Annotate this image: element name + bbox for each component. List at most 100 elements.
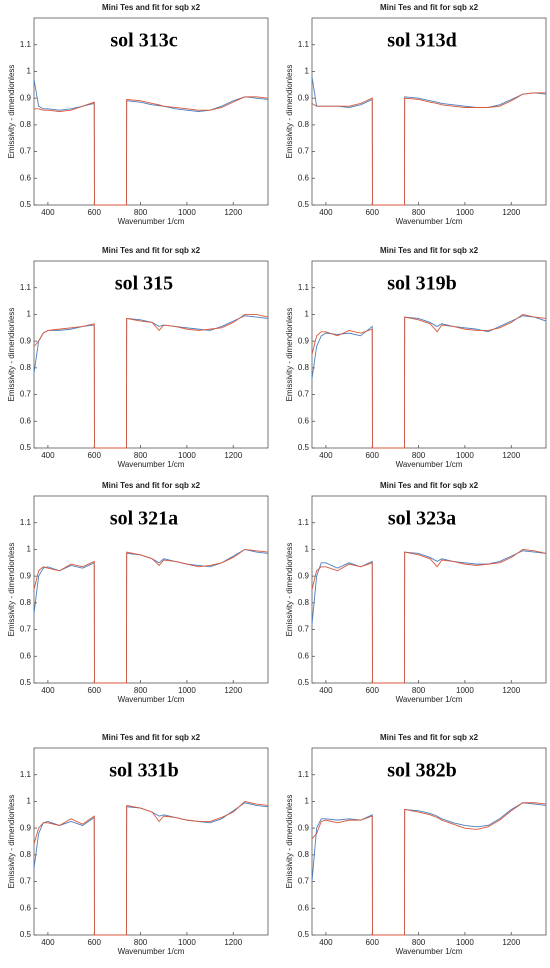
chart-title: Mini Tes and fit for sqb x2 — [102, 3, 201, 12]
y-tick-label: 0.8 — [20, 120, 32, 129]
x-axis-label: Wavenumber 1/cm — [118, 947, 185, 956]
chart-title: Mini Tes and fit for sqb x2 — [380, 733, 479, 742]
x-tick-label: 400 — [41, 208, 55, 217]
y-tick-label: 0.9 — [298, 93, 310, 102]
y-tick-label: 0.5 — [20, 200, 32, 209]
y-axis-label: Emissivity - dimendionless — [7, 308, 16, 402]
y-tick-label: 0.6 — [298, 416, 310, 425]
x-tick-label: 800 — [412, 938, 426, 947]
series-line — [311, 802, 547, 936]
y-tick-label: 0.8 — [298, 850, 310, 859]
y-tick-label: 0.6 — [20, 903, 32, 912]
y-axis-label: Emissivity - dimendionless — [285, 308, 294, 402]
x-tick-label: 600 — [88, 938, 102, 947]
series-line — [34, 96, 269, 206]
y-tick-label: 0.8 — [20, 363, 32, 372]
x-tick-label: 600 — [366, 451, 380, 460]
x-tick-label: 600 — [88, 208, 102, 217]
series-line — [311, 92, 546, 206]
x-tick-label: 400 — [319, 938, 333, 947]
y-tick-label: 0.6 — [298, 903, 310, 912]
y-axis-label: Emissivity - dimendionless — [7, 795, 16, 889]
y-axis-label: Emissivity - dimendionless — [7, 543, 16, 637]
x-tick-label: 400 — [319, 451, 333, 460]
x-tick-label: 600 — [88, 451, 102, 460]
series-line — [33, 548, 269, 684]
y-tick-label: 0.5 — [20, 930, 32, 939]
series-line — [33, 800, 269, 936]
y-tick-label: 0.9 — [298, 336, 310, 345]
plot-frame — [33, 17, 269, 206]
y-tick-label: 0.5 — [298, 443, 310, 452]
x-tick-label: 400 — [41, 938, 55, 947]
x-tick-label: 400 — [319, 686, 333, 695]
y-tick-label: 0.7 — [298, 625, 310, 634]
annotation: sol 315 — [115, 273, 173, 295]
x-tick-label: 800 — [134, 451, 148, 460]
series-line — [311, 315, 547, 449]
y-tick-label: 0.8 — [298, 120, 310, 129]
annotation: sol 323a — [388, 508, 456, 530]
y-tick-label: 0.8 — [298, 363, 310, 372]
x-tick-label: 400 — [319, 208, 333, 217]
x-tick-label: 1000 — [456, 686, 474, 695]
series-line — [311, 313, 547, 449]
x-tick-label: 800 — [134, 686, 148, 695]
y-tick-label: 0.6 — [298, 651, 310, 660]
y-tick-label: 0.6 — [20, 173, 32, 182]
x-tick-label: 1200 — [502, 208, 520, 217]
y-axis-label: Emissivity - dimendionless — [7, 65, 16, 159]
x-axis-label: Wavenumber 1/cm — [396, 460, 463, 469]
y-tick-label: 1 — [305, 67, 310, 76]
annotation: sol 313d — [387, 30, 456, 52]
y-tick-label: 0.9 — [20, 93, 32, 102]
x-tick-label: 400 — [41, 686, 55, 695]
y-tick-label: 1 — [305, 545, 310, 554]
x-tick-label: 600 — [366, 686, 380, 695]
chart-title: Mini Tes and fit for sqb x2 — [380, 481, 479, 490]
series-line — [33, 802, 269, 936]
x-tick-label: 1000 — [456, 451, 474, 460]
y-tick-label: 0.8 — [298, 598, 310, 607]
x-tick-label: 800 — [412, 686, 426, 695]
y-tick-label: 0.5 — [298, 930, 310, 939]
y-tick-label: 1.1 — [298, 283, 310, 292]
series-line — [33, 79, 269, 206]
series-line — [33, 313, 269, 449]
chart-title: Mini Tes and fit for sqb x2 — [380, 3, 479, 12]
x-axis-label: Wavenumber 1/cm — [118, 217, 185, 226]
annotation: sol 321a — [110, 508, 178, 530]
chart-title: Mini Tes and fit for sqb x2 — [102, 733, 201, 742]
x-axis-label: Wavenumber 1/cm — [118, 460, 185, 469]
x-tick-label: 1000 — [456, 938, 474, 947]
chart-title: Mini Tes and fit for sqb x2 — [380, 246, 479, 255]
y-tick-label: 0.7 — [20, 625, 32, 634]
y-tick-label: 0.9 — [20, 571, 32, 580]
y-tick-label: 0.7 — [20, 147, 32, 156]
x-tick-label: 600 — [88, 686, 102, 695]
x-tick-label: 800 — [134, 208, 148, 217]
x-axis-label: Wavenumber 1/cm — [118, 695, 185, 704]
x-tick-label: 1000 — [456, 208, 474, 217]
annotation: sol 319b — [387, 273, 456, 295]
series-line — [33, 315, 269, 449]
x-tick-label: 1000 — [178, 208, 196, 217]
x-tick-label: 1200 — [224, 208, 242, 217]
x-axis-label: Wavenumber 1/cm — [396, 217, 463, 226]
annotation: sol 313c — [110, 30, 177, 52]
x-axis-label: Wavenumber 1/cm — [396, 947, 463, 956]
x-tick-label: 1200 — [224, 686, 242, 695]
y-tick-label: 0.9 — [298, 823, 310, 832]
y-axis-label: Emissivity - dimendionless — [285, 65, 294, 159]
x-tick-label: 400 — [41, 451, 55, 460]
y-tick-label: 0.5 — [298, 678, 310, 687]
y-tick-label: 1.1 — [20, 283, 32, 292]
plot-frame — [33, 747, 269, 936]
x-tick-label: 1200 — [502, 686, 520, 695]
chart-title: Mini Tes and fit for sqb x2 — [102, 246, 201, 255]
x-tick-label: 800 — [134, 938, 148, 947]
series-line — [33, 548, 269, 684]
y-tick-label: 0.9 — [20, 823, 32, 832]
y-tick-label: 1 — [27, 797, 32, 806]
